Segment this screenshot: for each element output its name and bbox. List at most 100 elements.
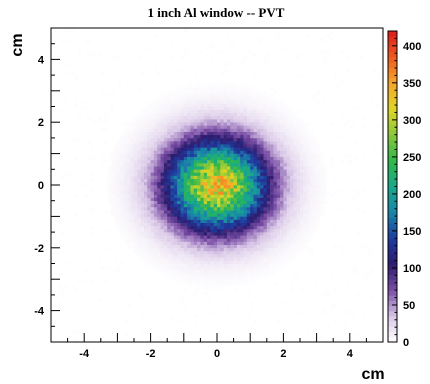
heatmap-cell — [167, 103, 171, 107]
heatmap-cell — [256, 247, 261, 252]
heatmap-cell — [124, 141, 128, 145]
heatmap-cell — [233, 175, 238, 180]
heatmap-cell — [187, 250, 191, 255]
heatmap-cell — [256, 254, 261, 258]
heatmap-cell — [319, 191, 324, 195]
heatmap-cell — [220, 269, 224, 274]
colorbar-segment — [388, 326, 397, 333]
heatmap-cell — [180, 90, 185, 95]
heatmap-cell — [213, 172, 218, 176]
heatmap-cell — [163, 206, 168, 211]
heatmap-cell — [127, 225, 131, 230]
heatmap-cell — [270, 235, 274, 239]
heatmap-cell — [177, 163, 181, 167]
heatmap-cell — [223, 103, 228, 107]
heatmap-cell — [213, 112, 218, 117]
heatmap-cell — [143, 219, 148, 223]
heatmap-cell — [316, 175, 321, 180]
heatmap-cell — [173, 128, 178, 132]
heatmap-cell — [110, 200, 115, 205]
heatmap-cell — [240, 213, 244, 217]
heatmap-cell — [270, 103, 274, 107]
heatmap-cell — [240, 257, 244, 261]
heatmap-cell — [290, 141, 294, 145]
heatmap-cell — [290, 131, 294, 136]
heatmap-cell — [217, 166, 221, 170]
heatmap-cell — [266, 185, 271, 189]
heatmap-cell — [137, 219, 141, 223]
heatmap-cell — [173, 276, 178, 280]
heatmap-cell — [160, 153, 165, 158]
heatmap-cell — [180, 178, 185, 183]
heatmap-cell — [276, 166, 281, 170]
heatmap-cell — [300, 206, 304, 211]
heatmap-cell — [266, 106, 271, 110]
heatmap-cell — [157, 210, 161, 214]
heatmap-cell — [319, 159, 324, 164]
heatmap-cell — [240, 203, 244, 208]
heatmap-cell — [170, 203, 175, 208]
heatmap-cell — [124, 172, 128, 176]
heatmap-cell — [51, 68, 55, 73]
heatmap-cell — [173, 266, 178, 271]
heatmap-cell — [226, 141, 231, 145]
heatmap-cell — [193, 75, 198, 79]
colorbar-segment — [388, 170, 397, 177]
heatmap-cell — [286, 216, 291, 220]
heatmap-cell — [226, 112, 231, 117]
heatmap-cell — [353, 269, 357, 274]
heatmap-cell — [300, 128, 304, 132]
heatmap-cell — [130, 216, 135, 220]
heatmap-cell — [207, 282, 211, 286]
heatmap-cell — [197, 266, 201, 271]
heatmap-cell — [256, 112, 261, 117]
heatmap-cell — [157, 197, 161, 201]
heatmap-cell — [270, 241, 274, 245]
heatmap-cell — [147, 125, 151, 129]
heatmap-cell — [160, 191, 165, 195]
heatmap-cell — [183, 46, 188, 51]
heatmap-cell — [147, 200, 151, 205]
heatmap-cell — [160, 241, 165, 245]
heatmap-cell — [286, 122, 291, 126]
heatmap-cell — [64, 172, 68, 176]
heatmap-cell — [187, 185, 191, 189]
heatmap-cell — [137, 172, 141, 176]
heatmap-cell — [170, 181, 175, 186]
heatmap-cell — [250, 122, 254, 126]
heatmap-cell — [296, 241, 301, 245]
heatmap-cell — [190, 185, 195, 189]
heatmap-cell — [187, 109, 191, 114]
heatmap-cell — [280, 172, 284, 176]
heatmap-cell — [187, 191, 191, 195]
heatmap-cell — [213, 87, 218, 92]
heatmap-cell — [293, 254, 297, 258]
heatmap-cell — [124, 225, 128, 230]
heatmap-cell — [130, 213, 135, 217]
heatmap-cell — [197, 90, 201, 95]
heatmap-cell — [300, 163, 304, 167]
colorbar — [388, 31, 397, 343]
heatmap-cell — [263, 269, 268, 274]
heatmap-cell — [263, 254, 268, 258]
heatmap-cell — [163, 247, 168, 252]
heatmap-cell — [356, 272, 361, 277]
heatmap-cell — [153, 260, 158, 264]
heatmap-cell — [243, 213, 248, 217]
heatmap-cell — [233, 100, 238, 104]
heatmap-cell — [223, 276, 228, 280]
heatmap-cell — [210, 276, 214, 280]
heatmap-cell — [306, 181, 311, 186]
heatmap-cell — [256, 238, 261, 242]
heatmap-cell — [143, 238, 148, 242]
heatmap-cell — [127, 238, 131, 242]
heatmap-cell — [223, 185, 228, 189]
heatmap-cell — [114, 147, 118, 151]
heatmap-cell — [127, 156, 131, 161]
heatmap-cell — [213, 254, 218, 258]
heatmap-cell — [300, 210, 304, 214]
heatmap-cell — [197, 203, 201, 208]
heatmap-cell — [120, 232, 125, 236]
heatmap-cell — [293, 232, 297, 236]
heatmap-cell — [243, 250, 248, 255]
